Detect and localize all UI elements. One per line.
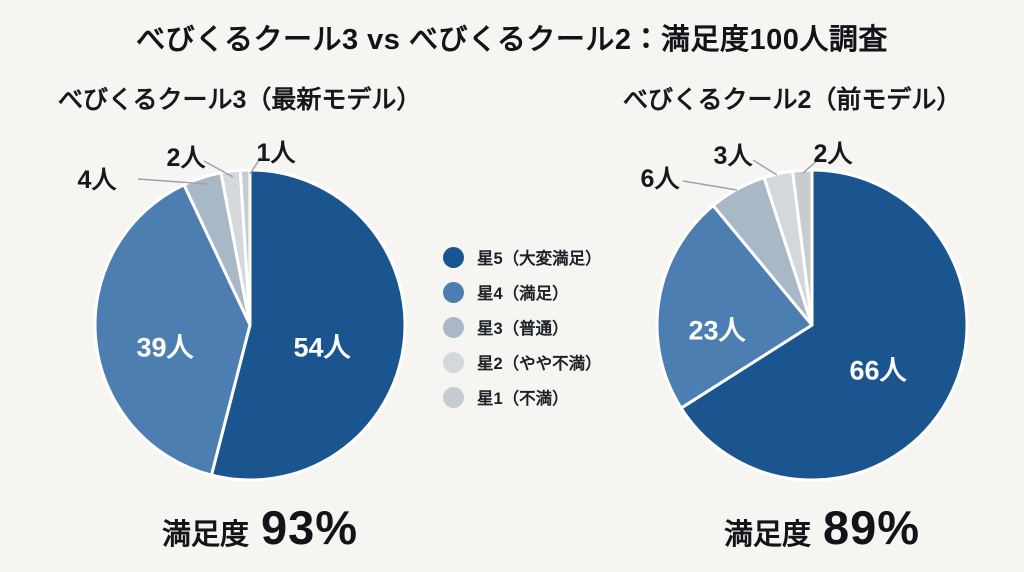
legend-label-star3: 星3（普通） [477, 320, 569, 338]
chart1-title: べびくるクール3（最新モデル） [58, 86, 422, 114]
leader-line [682, 180, 738, 191]
legend-item-star2: 星2（やや不満） [443, 351, 602, 373]
summary-label: 満足度 [723, 519, 811, 551]
pie-slice-star5 [209, 168, 407, 482]
summary-label: 満足度 [161, 519, 249, 551]
slice-label-star3: 4人 [77, 166, 117, 194]
leader-line [137, 178, 208, 185]
legend-label-star5: 星5（大変満足） [477, 250, 602, 268]
pie-chart-cool2 [655, 168, 969, 482]
slice-label-star1: 2人 [813, 140, 853, 168]
pie-chart-cool3 [93, 168, 407, 482]
slice-label-star2: 2人 [166, 144, 206, 172]
leader-line [249, 156, 262, 175]
leader-line [203, 160, 234, 178]
pie-slice-star5 [679, 168, 969, 482]
legend-swatch-star1-icon [443, 386, 464, 408]
summary-value: 89% [822, 501, 921, 554]
slice-label-star2: 3人 [713, 142, 753, 170]
leader-line [802, 157, 821, 174]
legend-item-star1: 星1（不満） [443, 386, 602, 408]
legend-label-star4: 星4（満足） [477, 285, 569, 303]
slice-label-star3: 6人 [640, 165, 680, 193]
slice-label-star1: 1人 [256, 139, 296, 167]
chart2-satisfaction-summary: 満足度 89% [724, 500, 920, 555]
slice-label-star4: 39人 [136, 332, 194, 363]
pie-slice-star1 [238, 168, 252, 327]
legend-label-star2: 星2（やや不満） [477, 355, 602, 373]
legend-swatch-star5-icon [443, 246, 464, 268]
summary-value: 93% [260, 501, 359, 554]
legend: 星5（大変満足） 星4（満足） 星3（普通） 星2（やや不満） 星1（不満） [443, 246, 602, 421]
slice-label-star5: 66人 [849, 355, 907, 386]
page-title: べびくるクール3 vs べびくるクール2：満足度100人調査 [136, 24, 888, 56]
leader-lines [137, 156, 821, 191]
legend-label-star1: 星1（不満） [477, 390, 569, 408]
legend-item-star4: 星4（満足） [443, 281, 602, 303]
legend-swatch-star2-icon [443, 351, 464, 373]
leader-line [752, 159, 778, 176]
slice-label-star5: 54人 [293, 332, 351, 363]
legend-item-star5: 星5（大変満足） [443, 246, 602, 268]
chart1-satisfaction-summary: 満足度 93% [162, 500, 358, 555]
legend-item-star3: 星3（普通） [443, 316, 602, 338]
legend-swatch-star4-icon [443, 281, 464, 303]
pie-slice-star1 [791, 168, 814, 327]
pie-slice-star4 [93, 183, 252, 477]
pie-slice-star4 [655, 204, 814, 410]
legend-swatch-star3-icon [443, 316, 464, 338]
slice-label-star4: 23人 [688, 315, 746, 346]
chart2-title: べびくるクール2（前モデル） [623, 86, 962, 114]
